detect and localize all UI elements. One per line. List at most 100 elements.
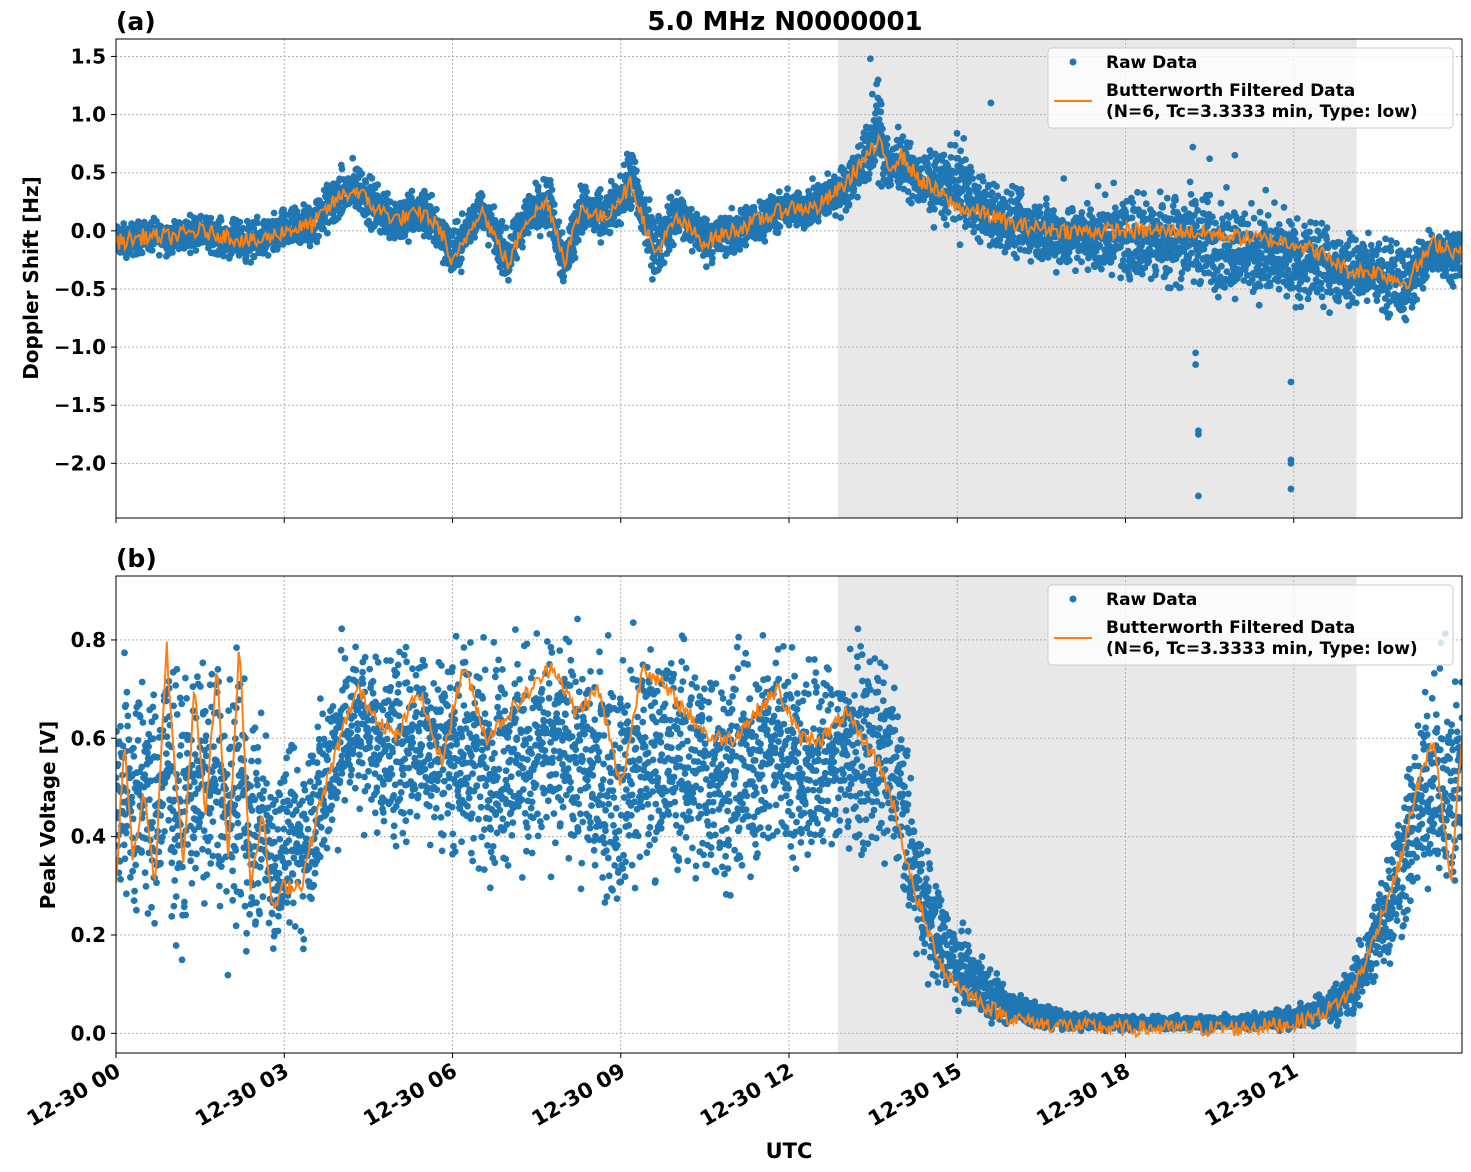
raw-data-point xyxy=(649,276,656,283)
raw-data-point xyxy=(1188,249,1195,257)
raw-data-point xyxy=(1088,214,1096,222)
raw-data-point xyxy=(487,211,495,219)
raw-data-point xyxy=(962,156,969,164)
raw-data-point xyxy=(1221,284,1228,291)
raw-data-point xyxy=(250,253,258,261)
raw-data-point xyxy=(148,246,156,254)
raw-data-point xyxy=(578,229,586,236)
raw-data-point xyxy=(1289,284,1297,292)
raw-data-point xyxy=(306,242,314,250)
raw-data-point xyxy=(1318,219,1326,227)
raw-data-point xyxy=(220,252,228,260)
raw-data-point xyxy=(349,154,357,162)
raw-data-point xyxy=(1264,212,1272,219)
raw-data-point xyxy=(1387,237,1395,245)
raw-data-point xyxy=(775,188,783,196)
raw-data-point xyxy=(953,129,961,137)
raw-data-point xyxy=(645,196,653,204)
raw-data-point xyxy=(1094,182,1102,190)
raw-data-point xyxy=(994,192,1002,200)
raw-data-point xyxy=(1177,284,1184,291)
raw-data-point xyxy=(874,76,882,84)
raw-data-point xyxy=(996,242,1004,250)
raw-data-point xyxy=(1373,297,1381,304)
raw-data-point xyxy=(975,183,982,191)
raw-data-point xyxy=(358,170,366,178)
raw-data-point xyxy=(1206,191,1214,199)
panel-a-ylabel-wrap: Doppler Shift [Hz] xyxy=(19,176,43,380)
raw-data-point xyxy=(1256,208,1264,216)
raw-data-point xyxy=(658,252,665,260)
raw-data-point xyxy=(670,241,677,249)
raw-data-point xyxy=(485,241,492,249)
raw-data-point xyxy=(688,247,696,255)
raw-data-point xyxy=(628,203,635,210)
raw-data-point xyxy=(169,249,176,256)
raw-data-point xyxy=(1197,278,1205,285)
raw-data-point xyxy=(1198,217,1205,225)
raw-data-point xyxy=(969,175,977,182)
raw-data-point xyxy=(1167,284,1174,292)
raw-data-point xyxy=(1134,188,1141,196)
raw-data-point xyxy=(1001,248,1009,256)
raw-data-point xyxy=(1244,220,1252,228)
raw-data-point xyxy=(1248,276,1256,284)
raw-data-point xyxy=(1180,205,1188,213)
raw-data-point xyxy=(1336,239,1344,247)
raw-data-point xyxy=(217,217,225,224)
raw-data-point xyxy=(761,237,769,245)
raw-data-point xyxy=(1036,203,1044,211)
raw-data-point xyxy=(1265,272,1272,280)
raw-data-point xyxy=(547,181,554,189)
raw-data-point xyxy=(940,214,948,222)
raw-data-point xyxy=(458,210,466,218)
raw-data-point xyxy=(709,248,716,256)
raw-data-point xyxy=(498,217,506,225)
raw-data-point xyxy=(1291,265,1299,273)
raw-data-point xyxy=(505,276,512,284)
raw-data-point xyxy=(596,194,604,202)
raw-data-point xyxy=(906,139,914,147)
raw-data-point xyxy=(869,90,876,98)
raw-data-point xyxy=(969,222,977,230)
raw-data-point xyxy=(1261,223,1269,231)
raw-data-point xyxy=(931,205,938,213)
raw-data-point xyxy=(968,168,975,176)
raw-data-point xyxy=(1027,258,1035,265)
raw-data-point xyxy=(1141,264,1149,272)
raw-data-point xyxy=(1212,219,1219,227)
raw-data-point xyxy=(1163,254,1171,262)
raw-data-point xyxy=(703,263,710,271)
raw-data-point xyxy=(1175,251,1182,258)
raw-data-point xyxy=(192,247,200,254)
raw-data-point xyxy=(1013,239,1021,247)
raw-data-point xyxy=(1304,295,1312,303)
raw-data-point xyxy=(1098,265,1105,273)
raw-data-point xyxy=(665,246,673,254)
raw-data-point xyxy=(1217,199,1225,207)
raw-data-point xyxy=(606,228,614,236)
raw-data-point xyxy=(495,257,503,265)
raw-data-point xyxy=(433,205,440,213)
raw-data-point xyxy=(950,176,957,184)
raw-data-point xyxy=(558,229,566,236)
raw-data-point xyxy=(1287,252,1295,260)
raw-data-point xyxy=(1190,211,1198,219)
raw-data-point xyxy=(648,213,655,221)
raw-data-point xyxy=(155,251,163,259)
raw-data-point xyxy=(583,188,590,196)
raw-data-point xyxy=(1017,190,1025,198)
raw-data-point xyxy=(633,167,640,175)
raw-data-point xyxy=(1108,271,1116,279)
raw-data-point xyxy=(1231,295,1239,303)
raw-data-point xyxy=(960,135,968,142)
raw-data-point xyxy=(930,224,938,231)
raw-data-point xyxy=(368,174,376,182)
panel-a-label: (a) xyxy=(116,7,156,36)
raw-data-point xyxy=(1317,279,1325,287)
raw-data-point xyxy=(1312,219,1319,227)
raw-data-point xyxy=(607,177,615,185)
raw-data-point xyxy=(1386,310,1394,318)
raw-data-point xyxy=(324,229,331,237)
raw-data-point xyxy=(776,223,784,231)
